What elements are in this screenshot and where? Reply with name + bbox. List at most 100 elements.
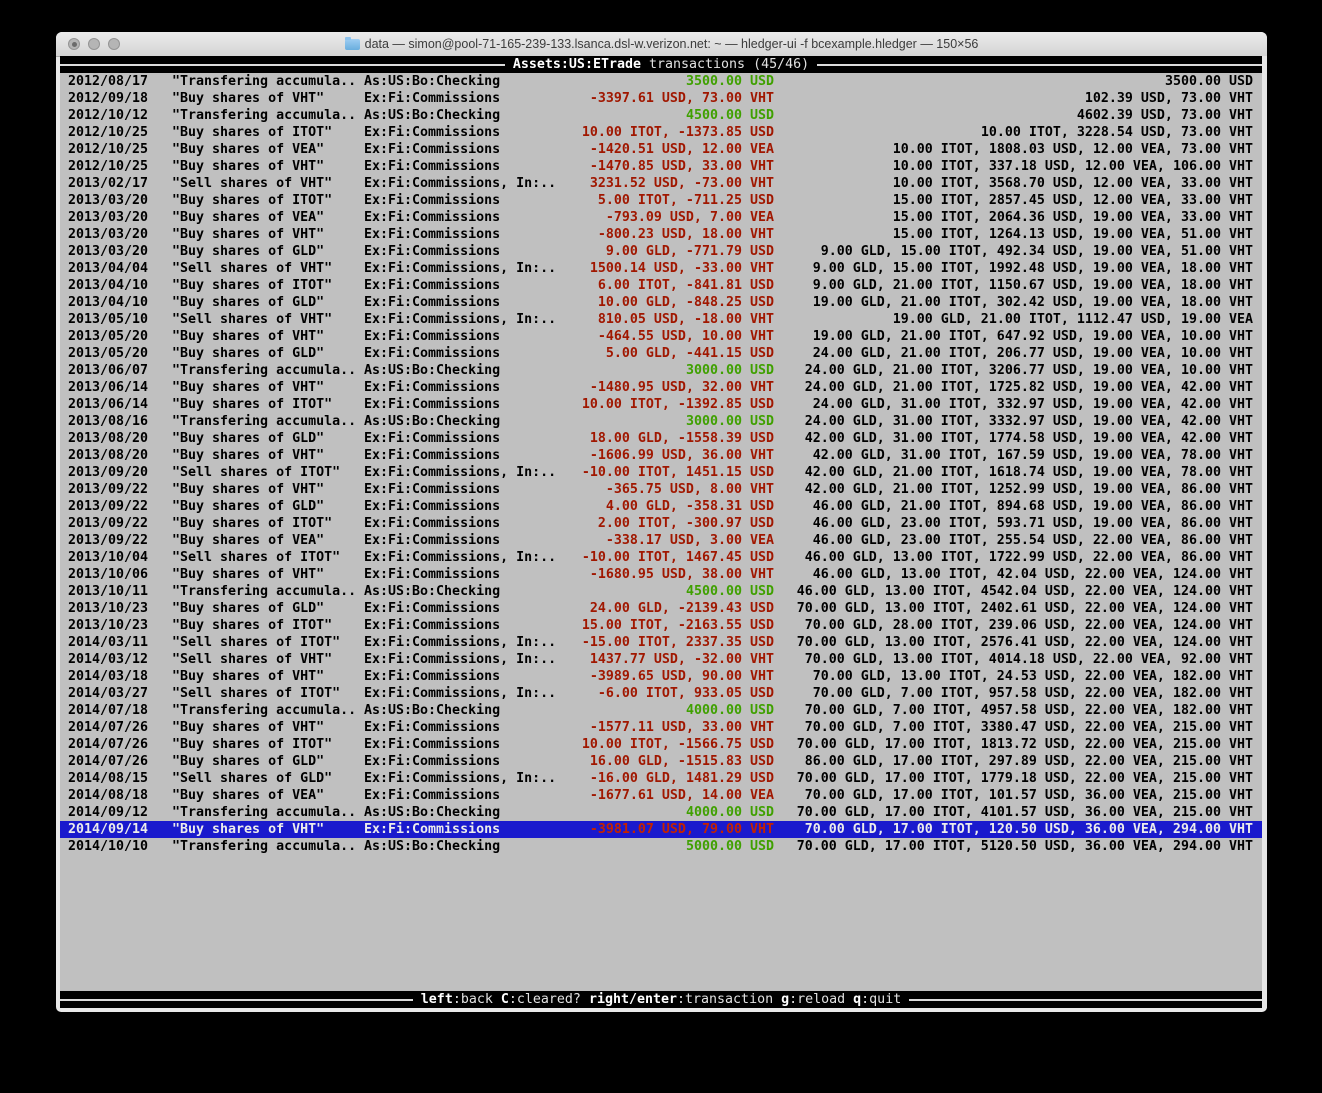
cell-bal: 70.00 GLD, 7.00 ITOT, 3380.47 USD, 22.00… [804,720,1253,735]
table-row[interactable]: 2013/03/20 "Buy shares of VHT" Ex:Fi:Commi… [60,226,1262,243]
table-row-selected[interactable]: 2014/09/14 "Buy shares of VHT" Ex:Fi:Commi… [60,821,1262,838]
table-row[interactable]: 2013/08/20 "Buy shares of GLD" Ex:Fi:Commi… [60,430,1262,447]
table-row[interactable]: 2014/07/26 "Buy shares of GLD" Ex:Fi:Commi… [60,753,1262,770]
table-row[interactable]: 2013/06/14 "Buy shares of VHT" Ex:Fi:Commi… [60,379,1262,396]
table-row[interactable]: 2014/08/18 "Buy shares of VEA" Ex:Fi:Commi… [60,787,1262,804]
table-row[interactable]: 2013/08/20 "Buy shares of VHT" Ex:Fi:Commi… [60,447,1262,464]
terminal-blank-area [60,855,1262,991]
table-row[interactable]: 2014/07/26 "Buy shares of ITOT" Ex:Fi:Comm… [60,736,1262,753]
cell-bal: 46.00 GLD, 13.00 ITOT, 42.04 USD, 22.00 … [812,567,1253,582]
cell-date: 2013/03/20 [68,210,149,225]
cell-desc: "Sell shares of VHT" [172,652,333,667]
table-row[interactable]: 2013/09/22 "Buy shares of GLD" Ex:Fi:Commi… [60,498,1262,515]
cell-desc: "Buy shares of VHT" [172,720,325,735]
cell-desc: "Buy shares of ITOT" [172,193,333,208]
cell-change: 4000.00 USD [685,703,774,718]
table-row[interactable]: 2013/03/20 "Buy shares of GLD" Ex:Fi:Commi… [60,243,1262,260]
table-row[interactable]: 2012/10/25 "Buy shares of VHT" Ex:Fi:Commi… [60,158,1262,175]
cell-change: -3981.07 USD, 79.00 VHT [589,822,774,837]
cell-date: 2013/09/20 [68,465,149,480]
transactions-list: 2012/08/17 "Transfering accumula.. As:US:B… [60,73,1262,855]
table-row[interactable]: 2013/06/07 "Transfering accumula.. As:US:B… [60,362,1262,379]
folder-icon [344,36,360,50]
table-row[interactable]: 2012/08/17 "Transfering accumula.. As:US:B… [60,73,1262,90]
cell-change: -16.00 GLD, 1481.29 USD [589,771,774,786]
header-rule-right [817,63,1262,66]
table-row[interactable]: 2012/10/12 "Transfering accumula.. As:US:B… [60,107,1262,124]
hint-key: q [853,992,862,1007]
screen-footer: left:back C:cleared? right/enter:transac… [60,991,1262,1008]
table-row[interactable]: 2013/08/16 "Transfering accumula.. As:US:B… [60,413,1262,430]
cell-date: 2013/09/22 [68,499,149,514]
table-row[interactable]: 2014/03/27 "Sell shares of ITOT" Ex:Fi:Com… [60,685,1262,702]
table-row[interactable]: 2014/08/15 "Sell shares of GLD" Ex:Fi:Comm… [60,770,1262,787]
cell-desc: "Buy shares of VHT" [172,159,325,174]
cell-acct: As:US:Bo:Checking [364,839,501,854]
cell-date: 2013/05/20 [68,329,149,344]
table-row[interactable]: 2012/10/25 "Buy shares of VEA" Ex:Fi:Commi… [60,141,1262,158]
hint-action: :transaction [677,992,782,1007]
footer-rule-left [60,998,413,1001]
zoom-button[interactable] [108,38,120,50]
cell-acct: Ex:Fi:Commissions [364,601,501,616]
cell-acct: Ex:Fi:Commissions, In:.. [364,550,557,565]
cell-change: 15.00 ITOT, -2163.55 USD [581,618,774,633]
table-row[interactable]: 2013/03/20 "Buy shares of VEA" Ex:Fi:Commi… [60,209,1262,226]
table-row[interactable]: 2012/09/18 "Buy shares of VHT" Ex:Fi:Commi… [60,90,1262,107]
table-row[interactable]: 2013/09/22 "Buy shares of VHT" Ex:Fi:Commi… [60,481,1262,498]
scrollbar-track[interactable] [1262,56,1267,1008]
cell-desc: "Buy shares of VHT" [172,822,325,837]
table-row[interactable]: 2014/10/10 "Transfering accumula.. As:US:B… [60,838,1262,855]
cell-change: 6.00 ITOT, -841.81 USD [597,278,774,293]
cell-change: -3397.61 USD, 73.00 VHT [589,91,774,106]
cell-acct: Ex:Fi:Commissions [364,720,501,735]
table-row[interactable]: 2013/10/11 "Transfering accumula.. As:US:B… [60,583,1262,600]
table-row[interactable]: 2013/10/23 "Buy shares of ITOT" Ex:Fi:Comm… [60,617,1262,634]
table-row[interactable]: 2013/03/20 "Buy shares of ITOT" Ex:Fi:Comm… [60,192,1262,209]
table-row[interactable]: 2013/04/10 "Buy shares of GLD" Ex:Fi:Commi… [60,294,1262,311]
cell-change: 3500.00 USD [685,74,774,89]
cell-date: 2013/04/10 [68,278,149,293]
table-row[interactable]: 2013/09/22 "Buy shares of ITOT" Ex:Fi:Comm… [60,515,1262,532]
cell-desc: "Transfering accumula.. [172,805,357,820]
table-row[interactable]: 2014/03/18 "Buy shares of VHT" Ex:Fi:Commi… [60,668,1262,685]
terminal-screen[interactable]: Assets:US:ETrade transactions (45/46) 20… [60,56,1262,1008]
table-row[interactable]: 2014/03/11 "Sell shares of ITOT" Ex:Fi:Com… [60,634,1262,651]
cell-date: 2013/06/14 [68,397,149,412]
cell-change: -1470.85 USD, 33.00 VHT [589,159,774,174]
cell-acct: Ex:Fi:Commissions [364,329,501,344]
table-row[interactable]: 2013/09/20 "Sell shares of ITOT" Ex:Fi:Com… [60,464,1262,481]
table-row[interactable]: 2013/02/17 "Sell shares of VHT" Ex:Fi:Comm… [60,175,1262,192]
table-row[interactable]: 2014/09/12 "Transfering accumula.. As:US:B… [60,804,1262,821]
table-row[interactable]: 2014/03/12 "Sell shares of VHT" Ex:Fi:Comm… [60,651,1262,668]
table-row[interactable]: 2013/04/04 "Sell shares of VHT" Ex:Fi:Comm… [60,260,1262,277]
table-row[interactable]: 2013/05/20 "Buy shares of VHT" Ex:Fi:Commi… [60,328,1262,345]
cell-change: -10.00 ITOT, 1467.45 USD [581,550,774,565]
table-row[interactable]: 2013/04/10 "Buy shares of ITOT" Ex:Fi:Comm… [60,277,1262,294]
table-row[interactable]: 2013/05/10 "Sell shares of VHT" Ex:Fi:Comm… [60,311,1262,328]
table-row[interactable]: 2014/07/26 "Buy shares of VHT" Ex:Fi:Commi… [60,719,1262,736]
cell-change: 9.00 GLD, -771.79 USD [605,244,774,259]
cell-desc: "Buy shares of ITOT" [172,397,333,412]
cell-bal: 70.00 GLD, 17.00 ITOT, 1813.72 USD, 22.0… [796,737,1253,752]
close-button[interactable] [68,38,80,50]
cell-desc: "Sell shares of VHT" [172,312,333,327]
table-row[interactable]: 2013/05/20 "Buy shares of GLD" Ex:Fi:Commi… [60,345,1262,362]
cell-desc: "Buy shares of VHT" [172,567,325,582]
table-row[interactable]: 2013/10/04 "Sell shares of ITOT" Ex:Fi:Com… [60,549,1262,566]
table-row[interactable]: 2013/06/14 "Buy shares of ITOT" Ex:Fi:Comm… [60,396,1262,413]
table-row[interactable]: 2013/10/06 "Buy shares of VHT" Ex:Fi:Commi… [60,566,1262,583]
cell-bal: 70.00 GLD, 17.00 ITOT, 120.50 USD, 36.00… [804,822,1253,837]
cell-date: 2012/10/25 [68,142,149,157]
cell-acct: Ex:Fi:Commissions [364,159,501,174]
cell-desc: "Buy shares of GLD" [172,499,325,514]
table-row[interactable]: 2012/10/25 "Buy shares of ITOT" Ex:Fi:Comm… [60,124,1262,141]
cell-bal: 70.00 GLD, 13.00 ITOT, 24.53 USD, 22.00 … [812,669,1253,684]
table-row[interactable]: 2013/09/22 "Buy shares of VEA" Ex:Fi:Commi… [60,532,1262,549]
cell-desc: "Buy shares of ITOT" [172,618,333,633]
table-row[interactable]: 2013/10/23 "Buy shares of GLD" Ex:Fi:Commi… [60,600,1262,617]
minimize-button[interactable] [88,38,100,50]
cell-acct: Ex:Fi:Commissions, In:.. [364,261,557,276]
table-row[interactable]: 2014/07/18 "Transfering accumula.. As:US:B… [60,702,1262,719]
window-titlebar[interactable]: data — simon@pool-71-165-239-133.lsanca.… [56,32,1267,57]
